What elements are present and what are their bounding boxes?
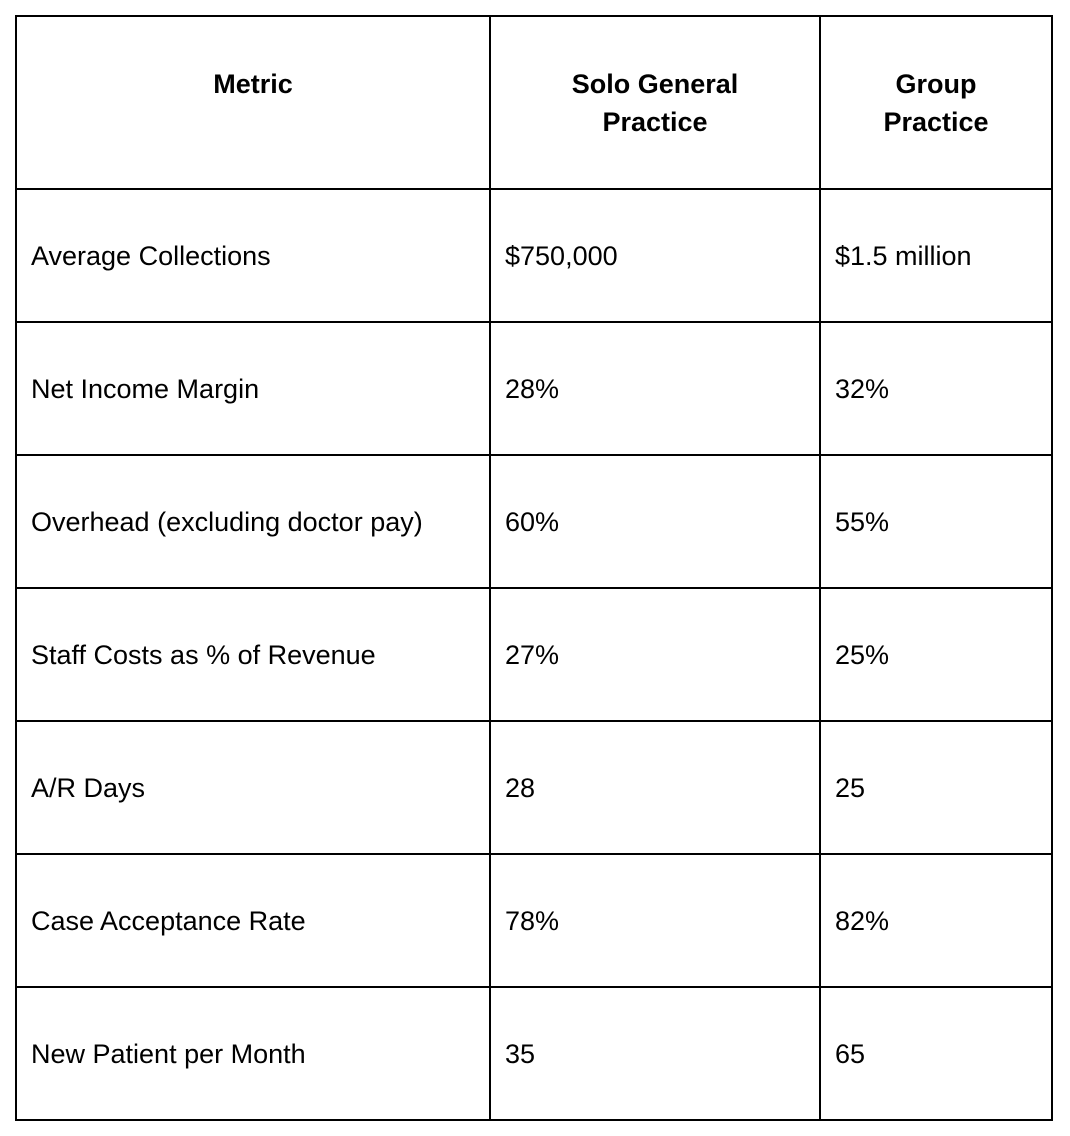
solo-value-cell: 78%	[489, 853, 821, 988]
solo-value-cell: 27%	[489, 587, 821, 722]
header-metric: Metric	[15, 15, 491, 190]
group-value-cell: 82%	[819, 853, 1053, 988]
comparison-table: Metric Solo General Practice Group Pract…	[15, 15, 1053, 1121]
table-row: Average Collections $750,000 $1.5 millio…	[15, 188, 1053, 323]
header-metric-line-1: Metric	[213, 69, 293, 99]
group-value-cell: 25	[819, 720, 1053, 855]
group-value-cell: 25%	[819, 587, 1053, 722]
group-value-cell: 32%	[819, 321, 1053, 456]
table-row: New Patient per Month 35 65	[15, 986, 1053, 1121]
header-solo-general-practice: Solo General Practice	[489, 15, 821, 190]
table-row: Overhead (excluding doctor pay) 60% 55%	[15, 454, 1053, 589]
header-solo-line-2: Practice	[602, 107, 708, 137]
metric-cell: Net Income Margin	[15, 321, 491, 456]
solo-value-cell: 28	[489, 720, 821, 855]
solo-value-cell: 60%	[489, 454, 821, 589]
solo-value-cell: $750,000	[489, 188, 821, 323]
header-group-line-2: Practice	[883, 107, 989, 137]
metric-cell: Staff Costs as % of Revenue	[15, 587, 491, 722]
table-row: Case Acceptance Rate 78% 82%	[15, 853, 1053, 988]
table-row: A/R Days 28 25	[15, 720, 1053, 855]
metric-cell: New Patient per Month	[15, 986, 491, 1121]
metric-cell: A/R Days	[15, 720, 491, 855]
metric-cell: Overhead (excluding doctor pay)	[15, 454, 491, 589]
table-row: Net Income Margin 28% 32%	[15, 321, 1053, 456]
group-value-cell: $1.5 million	[819, 188, 1053, 323]
table-header: Metric Solo General Practice Group Pract…	[15, 15, 1053, 190]
table-row: Staff Costs as % of Revenue 27% 25%	[15, 587, 1053, 722]
table-body: Average Collections $750,000 $1.5 millio…	[15, 188, 1053, 1121]
group-value-cell: 65	[819, 986, 1053, 1121]
solo-value-cell: 28%	[489, 321, 821, 456]
solo-value-cell: 35	[489, 986, 821, 1121]
header-row: Metric Solo General Practice Group Pract…	[15, 15, 1053, 190]
metric-cell: Average Collections	[15, 188, 491, 323]
header-solo-line-1: Solo General	[571, 69, 739, 99]
group-value-cell: 55%	[819, 454, 1053, 589]
header-group-line-1: Group	[895, 69, 977, 99]
header-group-practice: Group Practice	[819, 15, 1053, 190]
metric-cell: Case Acceptance Rate	[15, 853, 491, 988]
